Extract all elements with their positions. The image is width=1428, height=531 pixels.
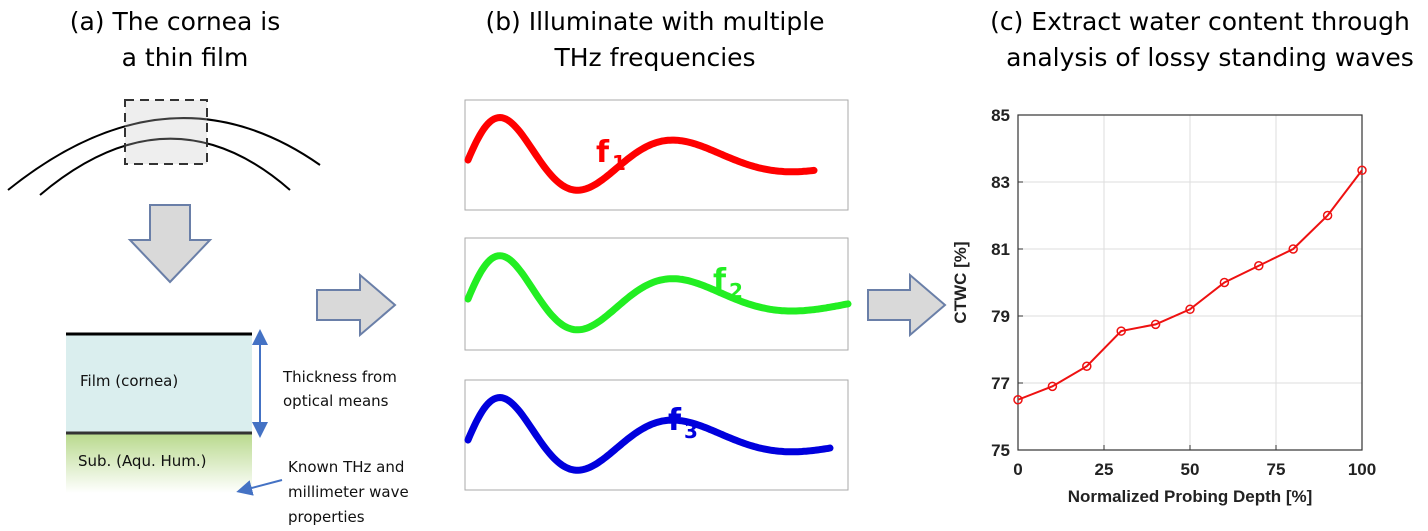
data-point [1185,304,1195,315]
substrate-label: Sub. (Aqu. Hum.) [78,452,207,470]
x-tick-label: 0 [1013,460,1022,479]
wave-subscript: 2 [729,279,743,303]
panel-title: (a) The cornea is [70,7,281,36]
data-point [1254,261,1264,271]
note: optical means [283,392,389,410]
wave-subscript: 1 [612,151,626,175]
x-axis-label: Normalized Probing Depth [%] [1068,487,1313,506]
x-tick-label: 25 [1095,460,1114,479]
data-line [1017,169,1363,401]
cornea-sketch [7,99,947,496]
y-tick-label: 77 [991,374,1010,393]
note: millimeter wave [288,483,409,501]
y-tick-label: 81 [991,240,1010,259]
data-point [1288,244,1298,254]
note: Known THz and [288,458,404,476]
wave [464,113,818,194]
data-point [1150,319,1161,330]
panel-title: a thin film [122,43,249,72]
data-point [1357,165,1367,176]
wave-box [464,379,849,491]
y-tick-label: 79 [991,307,1010,326]
wave [464,393,834,474]
data-point [1013,395,1023,405]
y-tick-label: 83 [991,173,1010,192]
data-point [1219,277,1230,288]
film-label: Film (cornea) [80,372,178,390]
note: properties [288,508,365,526]
data-point [1322,210,1333,221]
panel-title: analysis of lossy standing waves [1006,43,1414,72]
wave-box [464,237,849,351]
wave-label: f [668,403,682,438]
x-tick-label: 75 [1267,460,1286,479]
data-point [1047,381,1058,392]
y-tick-label: 75 [991,441,1010,460]
wave-subscript: 3 [684,419,698,443]
wave-box [464,99,849,211]
data-point [1116,326,1126,336]
wave [464,252,852,334]
panel-title: THz frequencies [553,43,755,72]
x-tick-label: 100 [1348,460,1376,479]
axes-frame [1017,114,1363,451]
panel-title: (c) Extract water content through [990,7,1410,36]
y-axis-label: CTWC [%] [951,241,970,323]
wave-label: f [713,263,727,298]
data-point [1082,361,1092,371]
panel-title: (b) Illuminate with multiple [485,7,824,36]
wave-label: f [596,135,610,170]
x-tick-label: 50 [1181,460,1200,479]
y-tick-label: 85 [991,106,1010,125]
note: Thickness from [282,368,397,386]
